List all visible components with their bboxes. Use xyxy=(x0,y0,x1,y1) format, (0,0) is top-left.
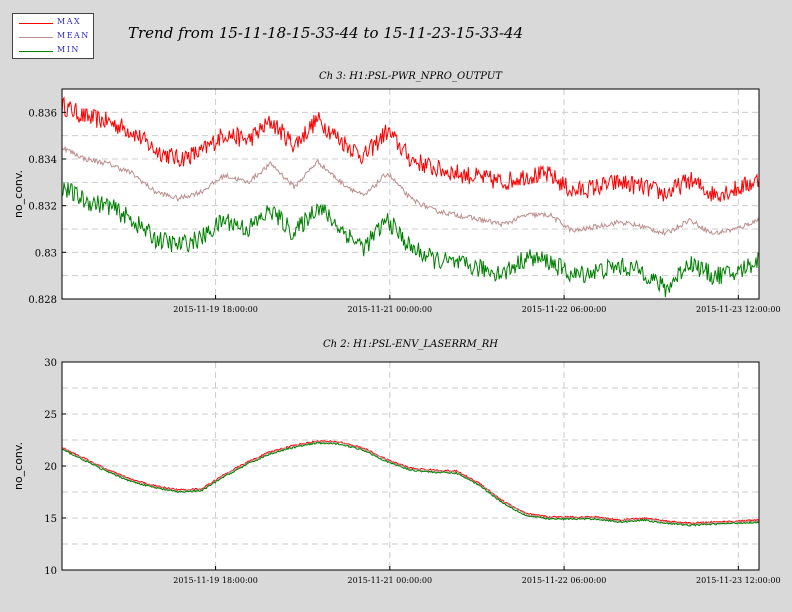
y-tick-label: 10 xyxy=(44,566,57,577)
x-tick-label: 2015-11-22 06:00:00 xyxy=(522,305,607,314)
series-line-mean xyxy=(61,145,760,236)
legend-swatch-min xyxy=(19,51,53,52)
x-tick-label: 2015-11-19 18:00:00 xyxy=(173,305,258,314)
y-tick-label: 0.832 xyxy=(28,202,57,213)
legend: MAX MEAN MIN xyxy=(12,13,94,59)
legend-label-min: MIN xyxy=(57,45,80,54)
series-line-min xyxy=(61,182,760,298)
chart-title: Ch 2: H1:PSL-ENV_LASERRM_RH xyxy=(323,339,498,350)
chart-2: Ch 2: H1:PSL-ENV_LASERRM_RH 10 15 20 25 30 201… xyxy=(12,339,781,585)
series-line-max xyxy=(61,96,760,202)
y-axis-label: no_conv. xyxy=(12,170,25,218)
y-tick-label: 30 xyxy=(44,358,57,369)
y-tick-label: 0.836 xyxy=(28,108,57,119)
y-tick-label: 0.834 xyxy=(28,155,57,166)
x-tick-label: 2015-11-19 18:00:00 xyxy=(173,576,258,585)
legend-entry-min: MIN xyxy=(13,45,93,59)
x-tick-label: 2015-11-22 06:00:00 xyxy=(522,576,607,585)
plot-border xyxy=(61,88,760,300)
chart-title: Ch 3: H1:PSL-PWR_NPRO_OUTPUT xyxy=(319,71,503,82)
page-title: Trend from 15-11-18-15-33-44 to 15-11-23… xyxy=(128,24,524,42)
legend-label-max: MAX xyxy=(57,17,82,26)
legend-label-mean: MEAN xyxy=(57,31,90,40)
y-tick-label: 25 xyxy=(44,410,57,421)
x-tick-label: 2015-11-21 00:00:00 xyxy=(348,305,433,314)
legend-entry-max: MAX xyxy=(13,17,93,31)
plot-area xyxy=(62,89,759,299)
x-tick-label: 2015-11-23 12:00:00 xyxy=(696,305,781,314)
series-line-min xyxy=(61,441,760,527)
legend-entry-mean: MEAN xyxy=(13,31,93,45)
y-tick-label: 0.83 xyxy=(35,248,57,259)
y-axis-label: no_conv. xyxy=(12,442,25,490)
y-tick-label: 20 xyxy=(44,462,57,473)
y-tick-label: 15 xyxy=(44,514,57,525)
chart-1: Ch 3: H1:PSL-PWR_NPRO_OUTPUT 0.828 0.83 0.8… xyxy=(12,71,781,314)
series-line-max xyxy=(61,440,760,525)
legend-swatch-max xyxy=(19,23,53,24)
legend-swatch-mean xyxy=(19,37,53,38)
x-tick-label: 2015-11-21 00:00:00 xyxy=(348,576,433,585)
y-tick-label: 0.828 xyxy=(28,295,57,306)
x-tick-label: 2015-11-23 12:00:00 xyxy=(696,576,781,585)
